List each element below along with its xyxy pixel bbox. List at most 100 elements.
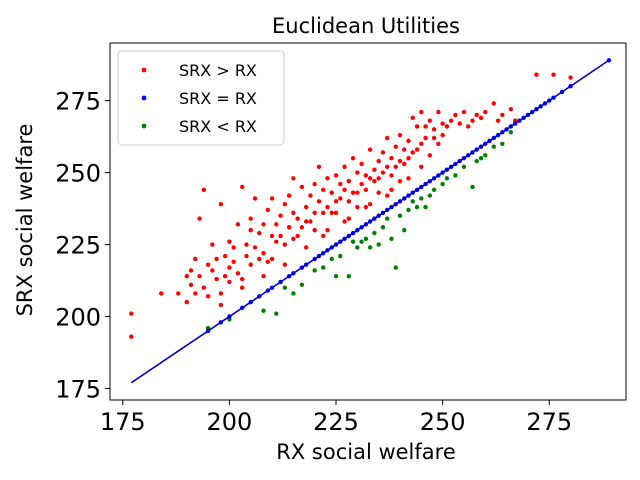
point-srx-rx [278,213,283,218]
point-srx-rx [312,227,317,233]
point-srx-rx [265,259,270,265]
point-srx-rx [312,210,317,216]
point-srx-rx [338,181,343,187]
point-srx-rx [261,250,266,256]
point-srx-rx [342,219,347,224]
point-srx-rx [205,294,211,299]
point-srx-rx [470,118,475,123]
legend-label: SRX < RX [179,117,257,136]
point-srx-rx [372,178,377,184]
point-srx-rx [414,147,420,152]
point-srx-rx [384,216,390,221]
point-srx-rx [372,167,377,172]
point-srx-rx [205,262,211,267]
point-srx-rx [312,268,317,273]
point-srx-rx [235,222,241,227]
y-tick-label: 275 [55,88,101,116]
point-srx-rx [269,256,275,262]
point-srx-rx [274,239,279,244]
point-srx-rx [129,311,134,316]
point-srx-rx [410,150,415,155]
point-srx-rx [419,141,424,146]
point-srx-rx [367,245,373,250]
point-srx-rx [299,282,305,288]
plot-area: 175 200 225 250 275 175 200 225 250 275 [55,42,627,436]
point-srx-rx [252,245,258,250]
point-srx-rx [261,274,266,279]
point-srx-rx [291,176,296,181]
point-srx-rx [393,265,398,270]
y-tick-label: 250 [55,160,101,188]
point-srx-rx [227,279,232,285]
point-srx-rx [329,256,334,262]
point-srx-rx [350,239,356,244]
point-srx-rx [218,291,224,296]
point-srx-rx [436,109,441,115]
point-srx-rx [210,242,215,247]
point-srx-rx [500,141,505,146]
point-srx-rx [184,274,189,279]
point-srx-rx [363,173,369,178]
point-srx-rx [197,274,202,279]
point-srx-rx [333,274,339,279]
point-srx-rx [282,285,288,290]
point-srx-rx [508,107,514,112]
point-srx-rx [282,202,288,207]
x-tick-label: 200 [206,408,252,436]
point-srx-rx [329,190,334,195]
point-srx-rx [231,259,236,265]
point-srx-rx [397,178,403,184]
point-srx-rx [355,245,360,250]
point-srx-rx [193,256,198,262]
point-srx-rx [188,282,194,288]
point-srx-rx [231,245,236,250]
point-srx-rx [193,291,198,296]
point-srx-rx [397,213,403,218]
y-tick-label: 175 [55,375,101,403]
point-srx-rx [410,199,415,204]
point-srx-rx [257,256,262,262]
point-srx-rx [389,173,394,178]
point-srx-rx [436,141,441,146]
point-srx-rx [440,132,445,138]
point-srx-rx [474,112,479,118]
point-srx-rx [278,233,283,239]
point-srx-rx [325,227,330,233]
legend-label: SRX = RX [179,89,257,108]
point-srx-rx [406,155,411,161]
point-srx-rx [342,187,347,193]
point-srx-rx [248,216,253,221]
x-tick-label: 275 [526,408,572,436]
point-srx-rx [444,124,450,129]
point-srx-rx [316,164,322,169]
x-tick-label: 225 [313,408,359,436]
x-tick-label: 250 [420,408,466,436]
identity-line [130,59,610,384]
point-srx-rx [389,187,394,193]
point-srx-rx [201,285,207,290]
point-srx-rx [393,164,398,169]
point-srx-rx [222,253,228,259]
point-srx-rx [218,302,224,308]
point-srx-rx [176,291,181,296]
point-srx-rx [321,210,326,216]
chart-title: Euclidean Utilities [272,14,460,38]
point-srx-rx [350,190,356,195]
point-srx-rx [431,187,437,193]
point-srx-rx [389,236,394,241]
point-srx-rx [227,239,232,244]
point-srx-rx [376,158,381,164]
point-srx-rx [269,196,275,201]
legend-marker [141,67,147,73]
point-srx-rx [448,118,454,123]
point-srx-rx [303,219,309,224]
point-srx-rx [333,173,339,178]
point-srx-rx [265,207,270,213]
point-srx-rx [453,112,458,118]
point-srx-rx [367,176,373,181]
point-srx-rx [568,75,573,80]
point-srx-rx [478,115,484,121]
point-srx-rx [346,216,352,221]
point-srx-rx [384,135,390,141]
legend: SRX > RX SRX = RX SRX < RX [117,50,285,146]
